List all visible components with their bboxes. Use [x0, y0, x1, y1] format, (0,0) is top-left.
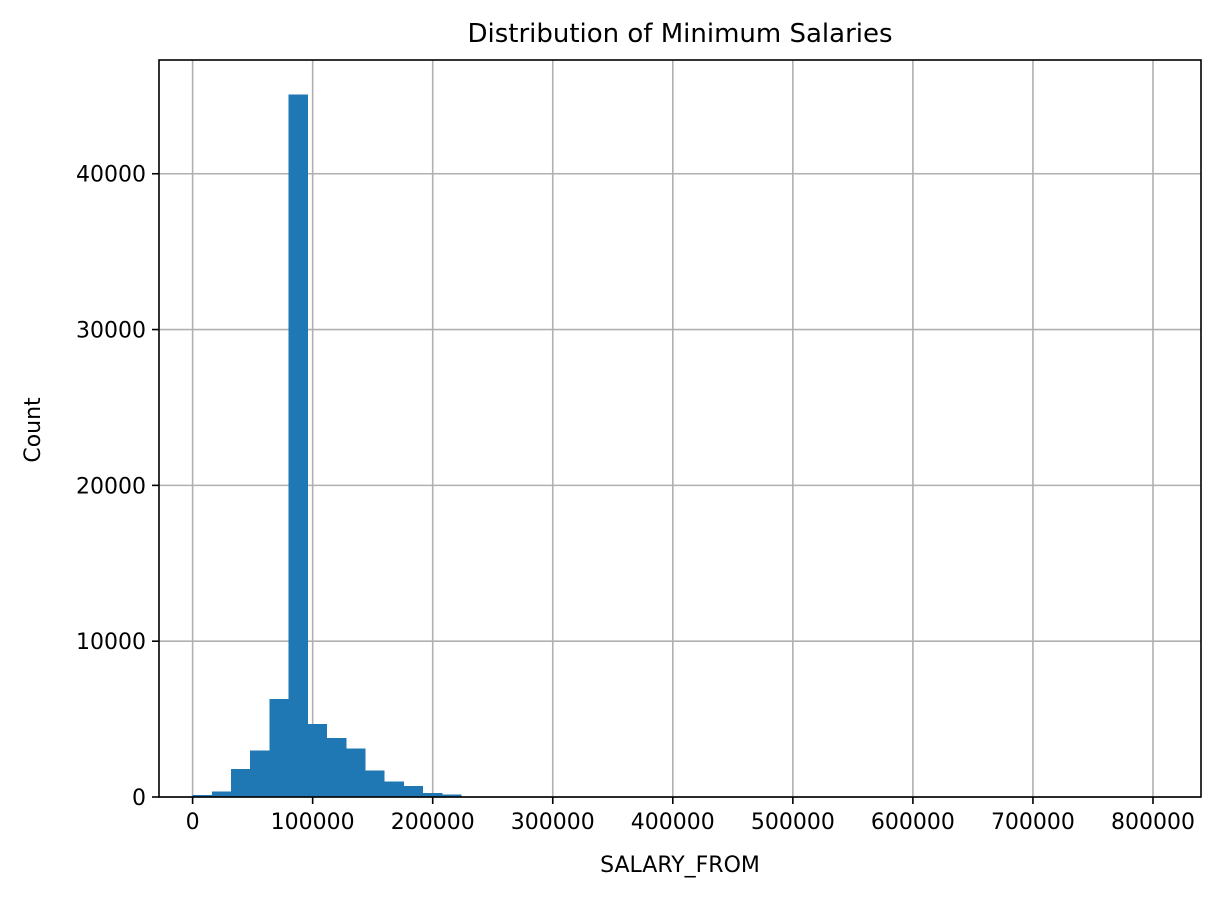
- histogram-bar: [423, 793, 443, 797]
- histogram-bar: [211, 791, 232, 797]
- x-tick-label: 800000: [1111, 810, 1195, 835]
- plot-frame: [158, 59, 1202, 798]
- histogram-bar: [346, 748, 366, 797]
- histogram-bar: [269, 698, 289, 797]
- histogram-bar: [250, 750, 270, 797]
- y-axis-label: Count: [21, 397, 46, 463]
- y-tick-label: 0: [132, 786, 146, 811]
- histogram-bar: [442, 794, 462, 797]
- grid-lines: [159, 60, 1201, 798]
- histogram-bar: [307, 723, 328, 797]
- histogram-bar: [403, 786, 424, 797]
- histogram-bars: [192, 94, 539, 798]
- histogram-bar: [384, 781, 404, 797]
- y-axis-ticks: 0 10000 20000 30000 40000: [76, 163, 159, 811]
- histogram-bar: [327, 737, 347, 797]
- histogram-bar: [288, 94, 308, 798]
- y-tick-label: 30000: [76, 319, 146, 344]
- histogram-bar: [192, 795, 212, 797]
- x-tick-label: 200000: [391, 810, 475, 835]
- x-tick-label: 100000: [271, 810, 355, 835]
- histogram-bar: [365, 770, 385, 797]
- x-tick-label: 400000: [631, 810, 715, 835]
- x-tick-label: 500000: [751, 810, 835, 835]
- chart-title: Distribution of Minimum Salaries: [467, 19, 892, 49]
- x-tick-label: 0: [186, 810, 200, 835]
- histogram-bar: [231, 768, 251, 797]
- x-tick-label: 300000: [511, 810, 595, 835]
- x-tick-label: 600000: [871, 810, 955, 835]
- y-tick-label: 40000: [76, 163, 146, 188]
- x-axis-label: SALARY_FROM: [600, 853, 760, 878]
- y-tick-label: 20000: [76, 474, 146, 499]
- y-tick-label: 10000: [76, 630, 146, 655]
- x-tick-label: 700000: [991, 810, 1075, 835]
- x-axis-ticks: 0 100000 200000 300000 400000 500000 600000 700…: [186, 797, 1195, 835]
